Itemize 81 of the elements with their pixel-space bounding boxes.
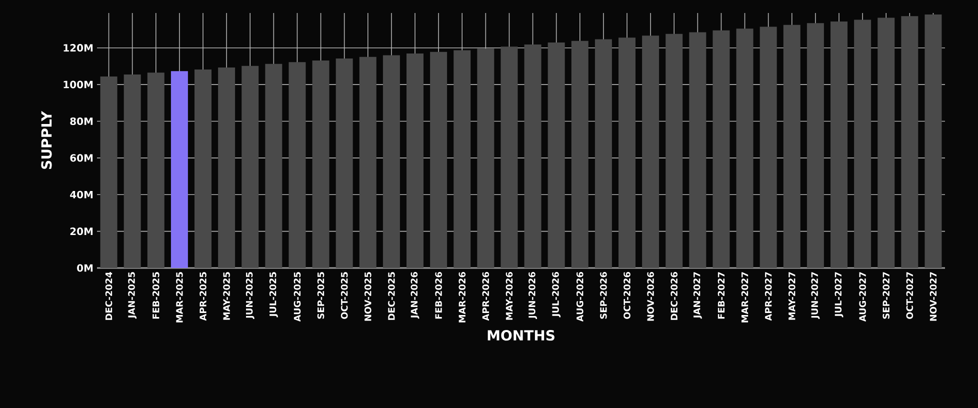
- x-tick-label: JUL-2025: [269, 272, 278, 318]
- x-tick-label: SEP-2026: [600, 272, 607, 319]
- bar: [524, 44, 542, 268]
- bar: [430, 52, 448, 268]
- bar: [265, 64, 282, 268]
- x-tick-label: SEP-2025: [317, 272, 324, 319]
- x-tick-label: JAN-2026: [410, 272, 420, 319]
- bar: [783, 24, 800, 268]
- bar: [854, 20, 872, 268]
- bar: [147, 72, 164, 268]
- bar: [712, 30, 730, 268]
- bar: [382, 55, 400, 268]
- bar: [594, 39, 612, 268]
- bar: [406, 54, 424, 268]
- bar: [642, 36, 660, 268]
- x-tick-label: MAY-2027: [788, 272, 796, 320]
- x-tick-label: AUG-2027: [859, 272, 866, 322]
- bar: [124, 74, 141, 268]
- x-axis-title: MONTHS: [488, 330, 554, 341]
- x-tick-label: APR-2026: [482, 272, 490, 321]
- bar: [760, 26, 777, 268]
- x-tick-label: JAN-2027: [693, 272, 702, 319]
- x-tick-label: MAR-2025: [176, 272, 183, 322]
- x-tick-label: NOV-2027: [930, 272, 937, 321]
- bar: [548, 42, 565, 268]
- x-tick-label: DEC-2024: [105, 272, 112, 320]
- bar: [312, 60, 330, 268]
- bar: [830, 21, 848, 268]
- x-tick-label: SEP-2027: [882, 272, 890, 319]
- x-tick-label: JUL-2027: [834, 272, 844, 318]
- x-tick-label: FEB-2026: [435, 272, 442, 319]
- x-tick-label: DEC-2025: [388, 272, 395, 320]
- bar: [689, 32, 706, 268]
- bar: [477, 48, 494, 268]
- y-tick-label: 100M: [64, 80, 93, 88]
- x-tick-label: JAN-2025: [128, 272, 137, 319]
- x-tick-label: OCT-2027: [906, 272, 914, 319]
- y-tick-label: 120M: [64, 44, 93, 52]
- bar: [924, 14, 942, 268]
- x-tick-label: NOV-2026: [647, 272, 654, 321]
- bar: [194, 70, 212, 268]
- bar: [878, 18, 895, 268]
- bar: [170, 71, 188, 268]
- y-tick-label: 60M: [70, 154, 93, 162]
- y-tick-label: 40M: [70, 190, 93, 198]
- x-tick-label: AUG-2026: [576, 272, 584, 322]
- x-tick-label: JUN-2027: [811, 272, 820, 320]
- x-tick-label: MAR-2026: [458, 272, 466, 322]
- bar: [288, 62, 306, 268]
- bar: [500, 46, 518, 268]
- y-tick-label: 20M: [70, 228, 93, 236]
- x-tick-label: JUL-2026: [552, 272, 561, 318]
- y-tick-label: 0M: [77, 264, 93, 272]
- x-tick-label: APR-2027: [764, 272, 772, 321]
- bar: [336, 58, 353, 268]
- y-axis-title: SUPPLY: [41, 110, 52, 169]
- x-tick-label: OCT-2025: [340, 272, 348, 319]
- x-tick-label: JUN-2025: [246, 272, 254, 320]
- x-tick-label: OCT-2026: [624, 272, 630, 319]
- bar: [242, 66, 259, 268]
- x-tick-label: APR-2025: [200, 272, 206, 321]
- bar: [806, 23, 824, 268]
- y-tick-label: 80M: [70, 117, 93, 126]
- x-tick-label: AUG-2025: [294, 272, 301, 322]
- x-tick-label: MAR-2027: [741, 272, 748, 322]
- x-tick-label: MAY-2025: [223, 272, 230, 320]
- x-tick-label: FEB-2027: [718, 272, 725, 319]
- bar: [454, 50, 471, 268]
- bar: [218, 67, 236, 268]
- bar: [666, 34, 683, 268]
- bar: [901, 16, 918, 268]
- x-tick-label: NOV-2025: [364, 272, 372, 321]
- bar: [618, 38, 636, 268]
- bar: [359, 56, 376, 268]
- x-tick-label: MAY-2026: [506, 272, 513, 320]
- x-tick-label: FEB-2025: [152, 272, 160, 319]
- x-tick-label: JUN-2026: [528, 272, 538, 320]
- x-tick-label: DEC-2026: [670, 272, 678, 320]
- bar: [571, 40, 588, 268]
- bar: [100, 76, 118, 268]
- bar: [736, 28, 754, 268]
